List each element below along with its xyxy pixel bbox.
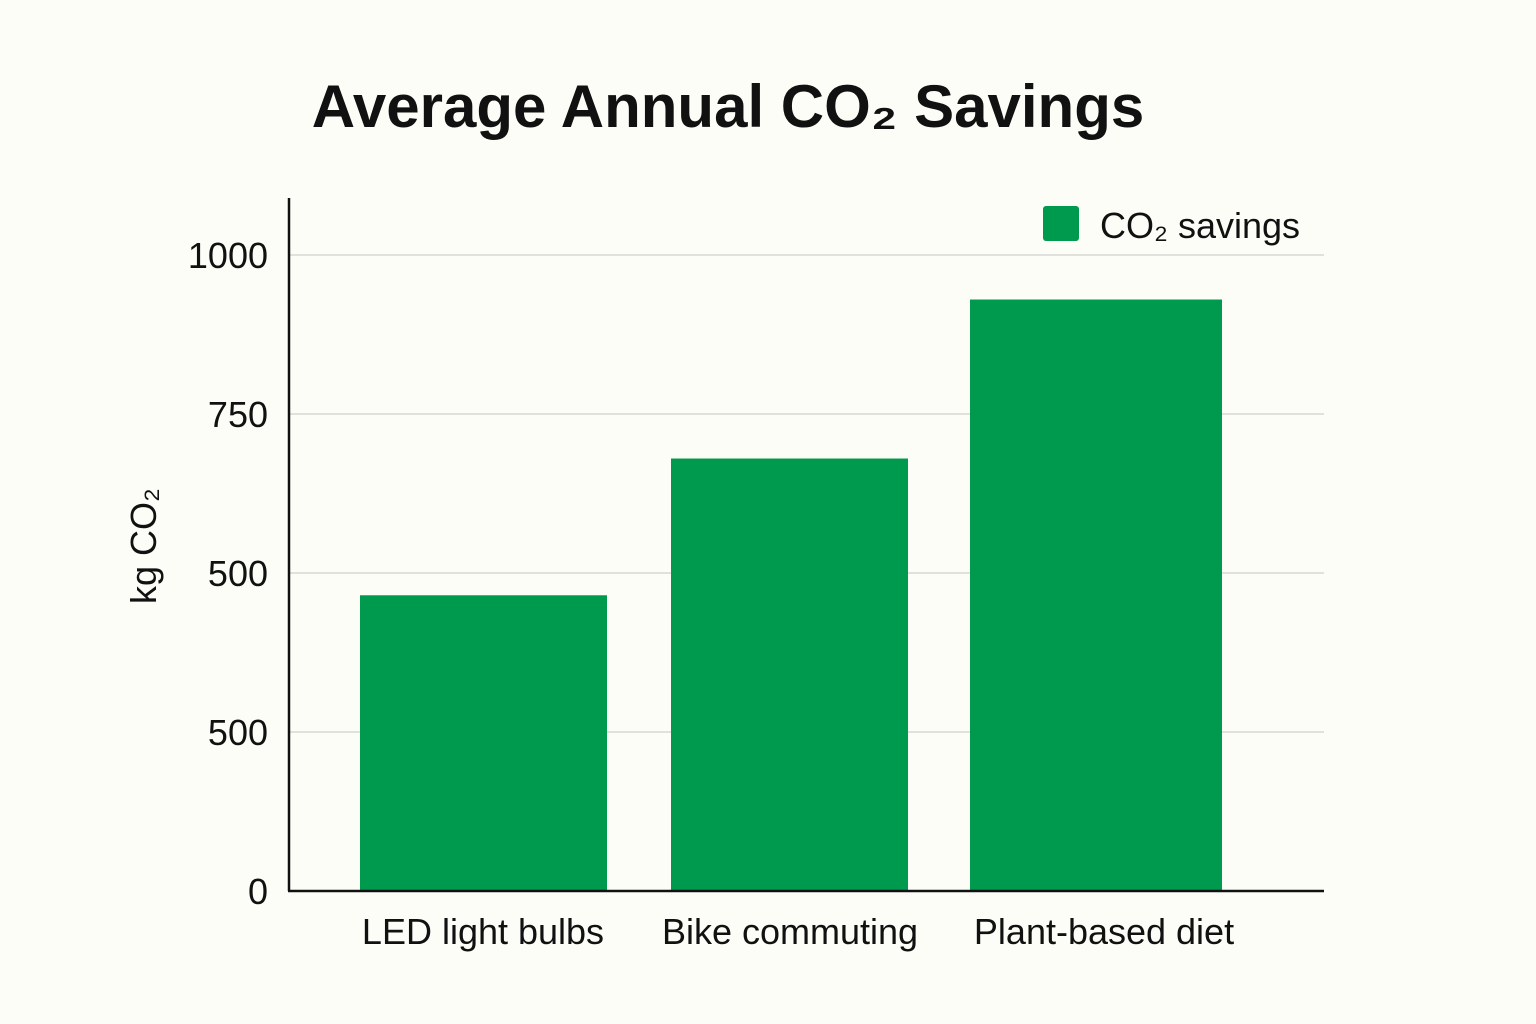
x-category-labels: LED light bulbs Bike commuting Plant-based… [362,911,1234,952]
bars [360,299,1222,891]
y-tick-labels: 0 500 500 750 1000 [188,235,268,912]
y-tick-label-0: 0 [248,871,268,912]
y-tick-label-3: 750 [208,394,268,435]
y-tick-label-1: 500 [208,712,268,753]
x-category-label-0: LED light bulbs [362,911,604,952]
x-category-label-1: Bike commuting [662,911,918,952]
chart-title: Average Annual CO₂ Savings [312,73,1144,140]
axes [287,198,1324,893]
legend: CO₂ savings [1043,205,1300,246]
bar-1 [671,458,908,891]
y-tick-label-2: 500 [208,553,268,594]
y-tick-label-4: 1000 [188,235,268,276]
y-axis-label: kg CO₂ [123,488,164,604]
legend-label: CO₂ savings [1100,205,1300,246]
bar-2 [970,299,1222,891]
legend-swatch [1043,206,1079,241]
x-category-label-2: Plant-based diet [974,911,1234,952]
bar-0 [360,595,607,891]
